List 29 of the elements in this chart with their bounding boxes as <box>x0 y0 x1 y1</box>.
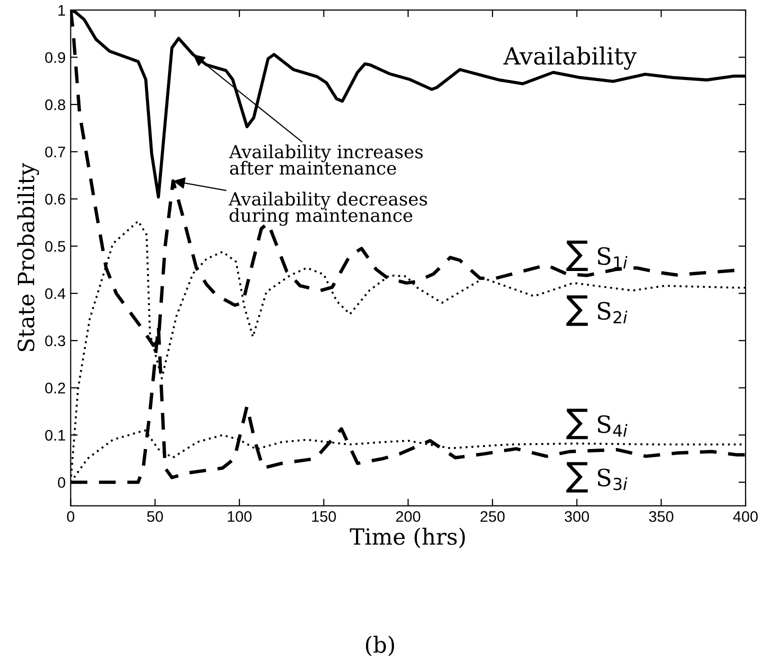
text: (b) <box>366 636 394 656</box>
series-label: ∑ S$_{4i}$ <box>566 408 628 440</box>
x-tick-label: 150 <box>312 511 336 522</box>
annotation: Availability increases after maintenance <box>229 144 423 175</box>
x-tick-label: 0 <box>67 511 74 522</box>
x-tick-label: 100 <box>228 511 252 522</box>
y-tick-label: 0.6 <box>45 194 66 205</box>
y-tick-label: 0.1 <box>45 430 66 441</box>
y-axis-title: State Probability <box>17 163 40 352</box>
y-tick-label: 0.7 <box>45 146 66 158</box>
series-label: Availability <box>503 46 637 70</box>
series-label: ∑ S$_{2i}$ <box>566 295 628 326</box>
x-tick-label: 50 <box>147 511 163 522</box>
y-tick-label: 0.3 <box>45 335 66 346</box>
x-tick-label: 300 <box>564 511 589 522</box>
x-tick-label: 400 <box>733 511 758 522</box>
y-tick-label: 0.5 <box>45 241 66 252</box>
y-tick-label: 1 <box>58 5 66 16</box>
x-axis-title: Time (hrs) <box>350 528 465 548</box>
x-tick-label: 250 <box>480 511 505 522</box>
y-tick-label: 0.2 <box>45 382 66 394</box>
y-tick-label: 0.4 <box>45 288 66 300</box>
annotation: Availability decreases during maintenance <box>228 192 428 226</box>
y-tick-label: 0.9 <box>45 52 66 63</box>
series-label: ∑ S$_{3i}$ <box>566 462 628 493</box>
x-tick-label: 200 <box>396 511 420 522</box>
x-tick-label: 350 <box>649 511 674 522</box>
y-tick-label: 0.8 <box>45 99 66 110</box>
y-tick-label: 0 <box>58 477 66 488</box>
